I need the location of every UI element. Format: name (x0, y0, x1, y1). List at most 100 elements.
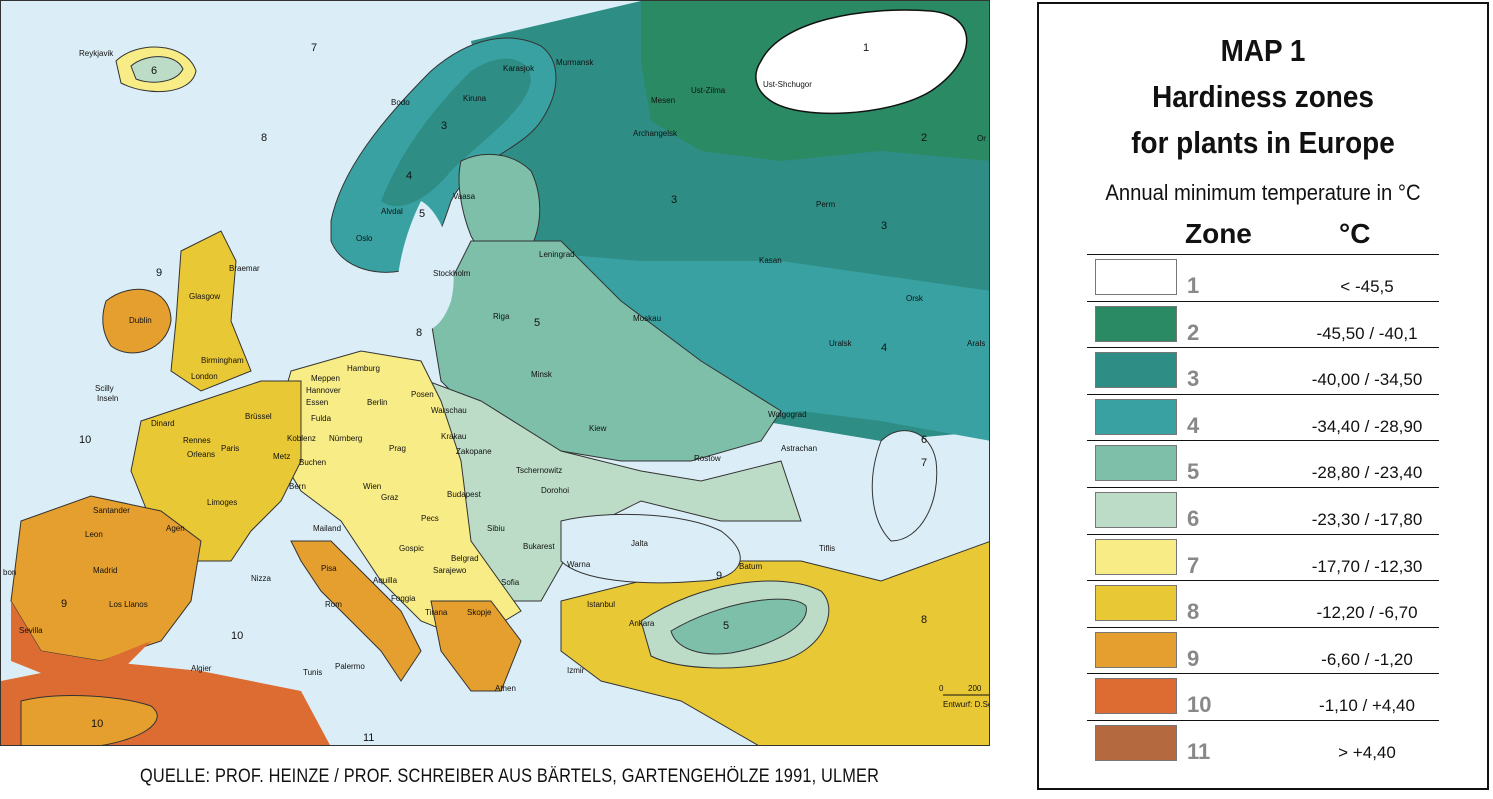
city-label: Bodo (391, 98, 410, 107)
legend-row-zone-11: 11 > +4,40 (1087, 720, 1439, 767)
city-label: Koblenz (287, 434, 316, 443)
zone-label: 8 (261, 132, 267, 144)
city-label: Vaasa (453, 192, 476, 201)
city-label: Dublin (129, 316, 152, 325)
city-label: Moskau (633, 314, 661, 323)
legend-temp-range: -28,80 / -23,40 (1311, 463, 1423, 483)
scale-max: 200 (968, 684, 982, 693)
legend-swatch (1095, 585, 1177, 622)
city-label: Algier (191, 664, 212, 673)
legend-row-zone-2: 2 -45,50 / -40,1 (1087, 300, 1439, 348)
legend-swatch (1095, 678, 1177, 715)
legend-subtitle: Annual minimum temperature in °C (1105, 180, 1421, 205)
legend-zone-number: 1 (1187, 273, 1200, 298)
legend-zone-number: 4 (1187, 412, 1200, 438)
city-label: Wolgograd (768, 410, 807, 419)
legend-temp-range: -12,20 / -6,70 (1316, 603, 1418, 623)
zone-label: 4 (406, 170, 412, 182)
city-label: Bukarest (523, 542, 555, 551)
city-label: Pisa (321, 564, 337, 573)
city-label: Sevilla (19, 626, 43, 635)
city-label: London (191, 372, 218, 381)
city-label: Kiruna (463, 94, 487, 103)
city-label: Dorohoi (541, 486, 569, 495)
legend-row-zone-3: 3 -40,00 / -34,50 (1087, 347, 1439, 394)
legend-swatch (1095, 305, 1177, 342)
city-labels: Reykjavik Karasjok Murmansk Kiruna Bodo … (3, 49, 986, 693)
legend-row-zone-8: 8 -12,20 / -6,70 (1087, 580, 1439, 627)
city-label: Rom (325, 600, 342, 609)
legend-temp-range: -1,10 / +4,40 (1319, 696, 1415, 716)
legend-swatch (1095, 492, 1177, 528)
city-label: Karasjok (503, 64, 535, 73)
zone-label: 7 (311, 42, 317, 54)
legend-panel: MAP 1 Hardiness zones for plants in Euro… (1037, 2, 1489, 790)
zone-label: 5 (723, 620, 729, 632)
legend-zone-number: 9 (1187, 645, 1200, 671)
city-label: Or (977, 134, 986, 143)
hardiness-map: 7 8 8 9 9 10 10 11 6 1 2 3 3 3 4 4 5 5 5… (0, 0, 990, 746)
zone-5-turkey (670, 598, 807, 655)
city-label: Sofia (501, 578, 520, 587)
zone-label: 3 (441, 120, 447, 132)
city-label: Sarajewo (433, 566, 467, 575)
legend-title-3: for plants in Europe (1131, 125, 1395, 160)
zone-1-region (755, 9, 968, 115)
city-label: Palermo (335, 662, 365, 671)
scale-credit: Entwurf: D.Sc (943, 700, 990, 709)
legend-zone-number: 2 (1187, 319, 1200, 345)
city-label: Los Llanos (109, 600, 148, 609)
city-label: Nürnberg (329, 434, 362, 443)
city-label: Paris (221, 444, 239, 453)
city-label: Reykjavik (79, 49, 114, 58)
city-label: Sibiu (487, 524, 505, 533)
city-label: Tiflis (819, 544, 835, 553)
zone-label: 9 (61, 598, 67, 610)
legend-row-zone-4: 4 -34,40 / -28,90 (1087, 393, 1439, 441)
zone-label: 7 (921, 457, 927, 469)
city-label: Athen (495, 684, 516, 693)
zone-label: 10 (91, 718, 103, 730)
city-label: Metz (273, 452, 290, 461)
scale-zero: 0 (939, 684, 944, 693)
city-label: bon (3, 568, 16, 577)
city-label: Posen (411, 390, 434, 399)
city-label: Jalta (631, 539, 648, 548)
legend-row-zone-10: 10 -1,10 / +4,40 (1087, 673, 1439, 720)
city-label: Minsk (531, 370, 553, 379)
city-label: Ankara (629, 619, 655, 628)
source-caption: QUELLE: PROF. HEINZE / PROF. SCHREIBER A… (140, 766, 880, 787)
city-label: Rennes (183, 436, 211, 445)
city-label: Foggia (391, 594, 416, 603)
zone-9-italy (290, 540, 422, 682)
city-label: Archangelsk (633, 129, 678, 138)
legend-title-1: MAP 1 (1220, 33, 1306, 68)
city-label: Glasgow (189, 292, 220, 301)
city-label: Kasan (759, 256, 782, 265)
city-label: Orsk (906, 294, 924, 303)
city-label: Limoges (207, 498, 237, 507)
zone-label: 5 (534, 317, 540, 329)
zone-5-east-europe (430, 240, 782, 462)
city-label: Wien (363, 482, 381, 491)
city-label: Essen (306, 398, 328, 407)
city-label: Mailand (313, 524, 341, 533)
legend-row-zone-9: 9 -6,60 / -1,20 (1087, 626, 1439, 674)
scale-bar: 0 200 Entwurf: D.Sc (939, 684, 990, 709)
city-label: Braemar (229, 264, 260, 273)
legend-zone-number: 8 (1187, 599, 1200, 625)
city-label: Ust-Zilma (691, 86, 726, 95)
legend-row-zone-5: 5 -28,80 / -23,40 (1087, 440, 1439, 487)
zone-4-region (521, 251, 989, 441)
city-label: Zakopane (456, 447, 492, 456)
city-label: Tunis (303, 668, 322, 677)
zone-label: 6 (151, 65, 157, 77)
city-label: Brüssel (245, 412, 272, 421)
city-label: Warschau (431, 406, 467, 415)
city-label: Leon (85, 530, 103, 539)
zone-label: 6 (921, 434, 927, 446)
caspian-sea (871, 430, 938, 542)
zone-label: 8 (921, 614, 927, 626)
city-label: Agen (166, 524, 185, 533)
city-label: Murmansk (556, 58, 594, 67)
